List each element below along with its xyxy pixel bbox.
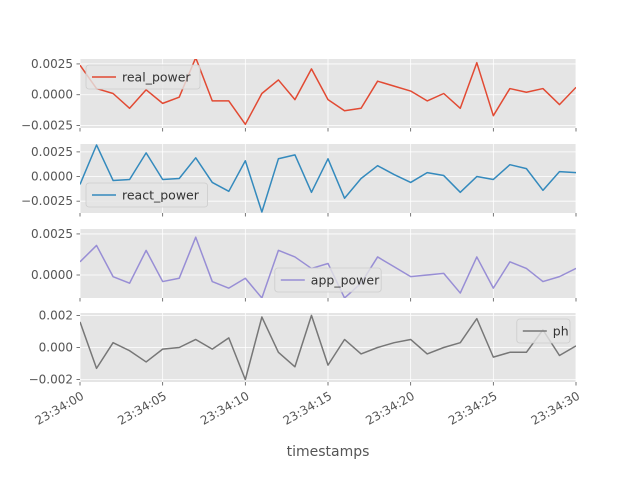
legend-box [85,182,208,208]
x-tick-label: 23:34:20 [363,389,417,428]
legend-label: real_power [122,70,191,85]
x-tick-label: 23:34:10 [198,389,252,428]
x-tick-label: 23:34:25 [446,389,500,428]
y-tick-label: −0.0025 [21,194,73,208]
series-line-app_power [80,236,576,298]
legend-real_power: real_power [85,64,201,90]
y-tick-label: 0.002 [39,308,73,322]
legend-label: ph [553,324,569,339]
y-tick-label: 0.0000 [31,268,73,282]
x-tick-label: 23:34:00 [33,389,87,428]
y-tick-label: −0.002 [29,373,73,387]
x-tick-label: 23:34:15 [281,389,335,428]
series-line-react_power [80,144,576,213]
y-tick-label: 0.0000 [31,88,73,102]
y-tick-label: −0.0025 [21,119,73,133]
legend-box [85,64,201,90]
panel-ph: 0.002 0.000 −0.002 ph [29,308,577,387]
series-line-real_power [80,59,576,126]
y-tick-label: 0.0025 [31,227,73,241]
panel-react_power: 0.0025 0.0000 −0.0025 react_power [21,144,577,217]
legend-ph: ph [516,318,571,344]
series-line-ph [80,314,576,381]
y-tick-label: 0.0000 [31,170,73,184]
legend-app_power: app_power [274,267,382,293]
legend-label: react_power [122,188,200,203]
x-axis-label: timestamps [287,444,370,460]
x-tick-label: 23:34:30 [529,389,583,428]
y-tick-label: 0.000 [39,341,73,355]
legend-label: app_power [311,273,380,288]
x-tick-label: 23:34:05 [115,389,169,428]
panel-real_power: 0.0025 0.0000 −0.0025 real_power [21,57,577,133]
panel-app_power: 0.0025 0.0000 app_power [31,227,577,302]
legend-box [274,267,382,293]
legend-react_power: react_power [85,182,208,208]
y-tick-label: 0.0025 [31,145,73,159]
y-tick-label: 0.0025 [31,57,73,71]
